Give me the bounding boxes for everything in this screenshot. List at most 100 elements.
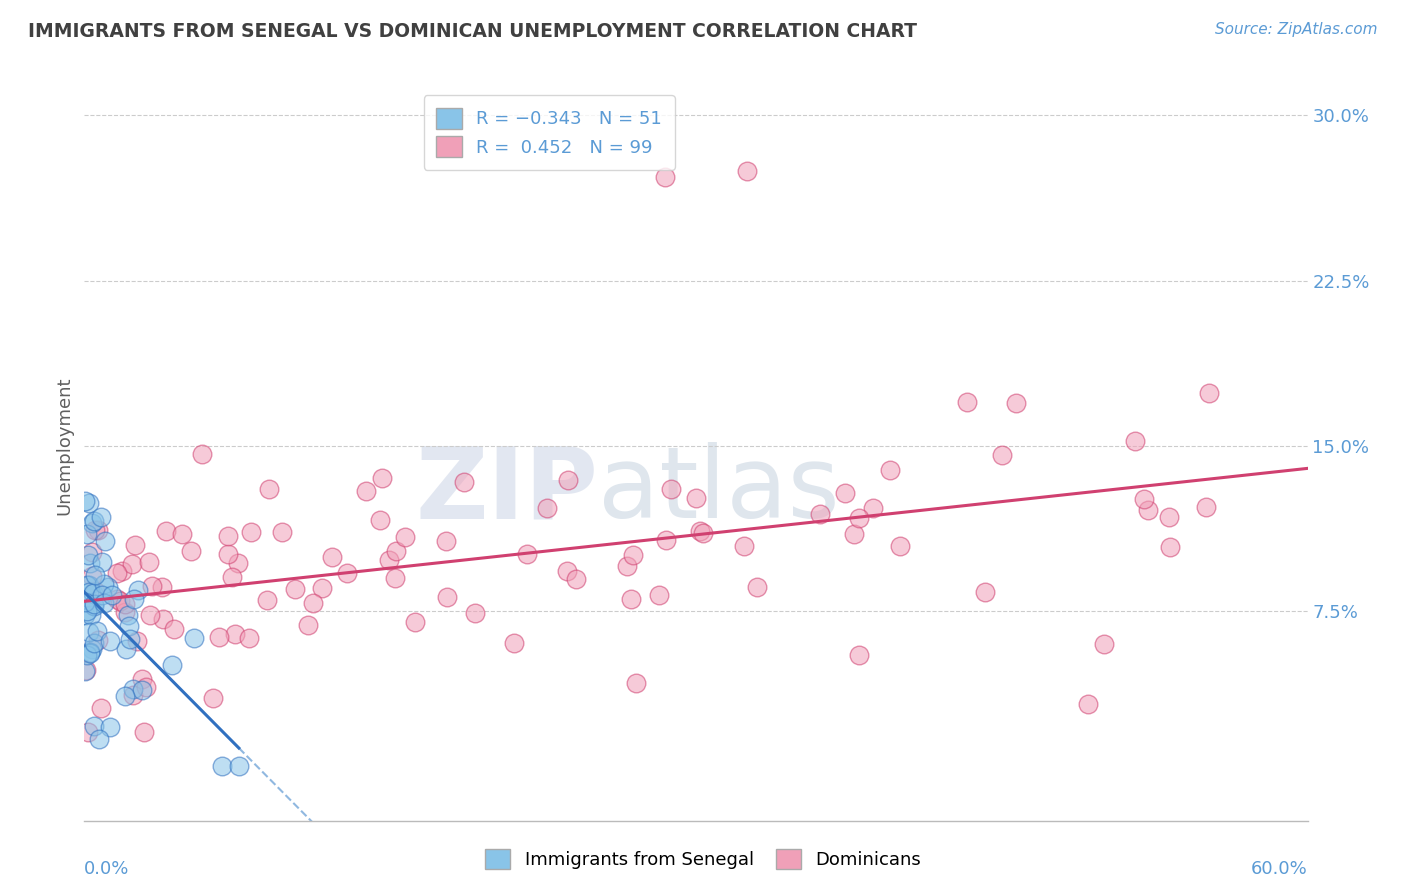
Point	[384, 571, 406, 585]
Point	[208, 630, 231, 644]
Point	[115, 642, 138, 657]
Point	[73, 664, 96, 678]
Point	[848, 648, 870, 663]
Point	[1004, 396, 1026, 410]
Point	[83, 514, 105, 528]
Point	[98, 634, 121, 648]
Point	[83, 599, 105, 613]
Point	[127, 582, 149, 597]
Point	[621, 548, 644, 562]
Point	[889, 539, 911, 553]
Point	[735, 163, 758, 178]
Point	[974, 584, 997, 599]
Point	[76, 604, 98, 618]
Point	[284, 582, 307, 597]
Point	[121, 557, 143, 571]
Point	[155, 524, 177, 538]
Point	[91, 555, 114, 569]
Point	[90, 701, 112, 715]
Point	[135, 681, 157, 695]
Point	[125, 633, 148, 648]
Point	[733, 539, 755, 553]
Point	[557, 473, 579, 487]
Point	[97, 580, 120, 594]
Point	[692, 526, 714, 541]
Point	[654, 170, 676, 185]
Point	[394, 530, 416, 544]
Text: 60.0%: 60.0%	[1251, 860, 1308, 879]
Point	[98, 721, 121, 735]
Point	[77, 495, 100, 509]
Point	[83, 568, 105, 582]
Point	[190, 447, 212, 461]
Point	[122, 592, 145, 607]
Point	[1125, 434, 1147, 449]
Point	[90, 509, 112, 524]
Point	[139, 607, 162, 622]
Point	[516, 547, 538, 561]
Point	[747, 580, 769, 594]
Point	[226, 557, 249, 571]
Point	[238, 632, 260, 646]
Point	[848, 511, 870, 525]
Point	[141, 579, 163, 593]
Point	[79, 578, 101, 592]
Point	[73, 595, 96, 609]
Point	[271, 525, 294, 540]
Point	[221, 570, 243, 584]
Point	[114, 598, 136, 612]
Point	[224, 627, 246, 641]
Point	[87, 632, 110, 647]
Point	[114, 605, 136, 619]
Point	[107, 591, 129, 606]
Point	[82, 586, 104, 600]
Point	[1136, 503, 1159, 517]
Point	[79, 646, 101, 660]
Point	[434, 533, 457, 548]
Point	[108, 594, 131, 608]
Point	[93, 534, 115, 549]
Point	[124, 538, 146, 552]
Point	[87, 523, 110, 537]
Point	[368, 513, 391, 527]
Point	[503, 635, 526, 649]
Point	[75, 663, 97, 677]
Point	[87, 731, 110, 746]
Point	[616, 558, 638, 573]
Point	[217, 529, 239, 543]
Point	[162, 657, 184, 672]
Text: ZIP: ZIP	[415, 442, 598, 540]
Point	[808, 507, 831, 521]
Point	[86, 624, 108, 638]
Point	[110, 564, 132, 578]
Point	[91, 588, 114, 602]
Point	[555, 565, 578, 579]
Point	[132, 725, 155, 739]
Point	[76, 578, 98, 592]
Point	[118, 632, 141, 646]
Point	[689, 524, 711, 539]
Point	[105, 566, 128, 580]
Point	[77, 625, 100, 640]
Point	[991, 448, 1014, 462]
Point	[82, 569, 104, 583]
Point	[75, 607, 97, 622]
Point	[83, 583, 105, 598]
Point	[378, 553, 401, 567]
Point	[659, 482, 682, 496]
Point	[1159, 540, 1181, 554]
Point	[565, 572, 588, 586]
Point	[1157, 510, 1180, 524]
Point	[82, 516, 104, 531]
Text: atlas: atlas	[598, 442, 839, 540]
Point	[844, 526, 866, 541]
Point	[80, 642, 103, 657]
Point	[131, 672, 153, 686]
Legend: R = −0.343   N = 51, R =  0.452   N = 99: R = −0.343 N = 51, R = 0.452 N = 99	[423, 95, 675, 169]
Point	[76, 648, 98, 662]
Point	[321, 549, 343, 564]
Point	[879, 463, 901, 477]
Point	[302, 596, 325, 610]
Point	[1077, 697, 1099, 711]
Point	[183, 631, 205, 645]
